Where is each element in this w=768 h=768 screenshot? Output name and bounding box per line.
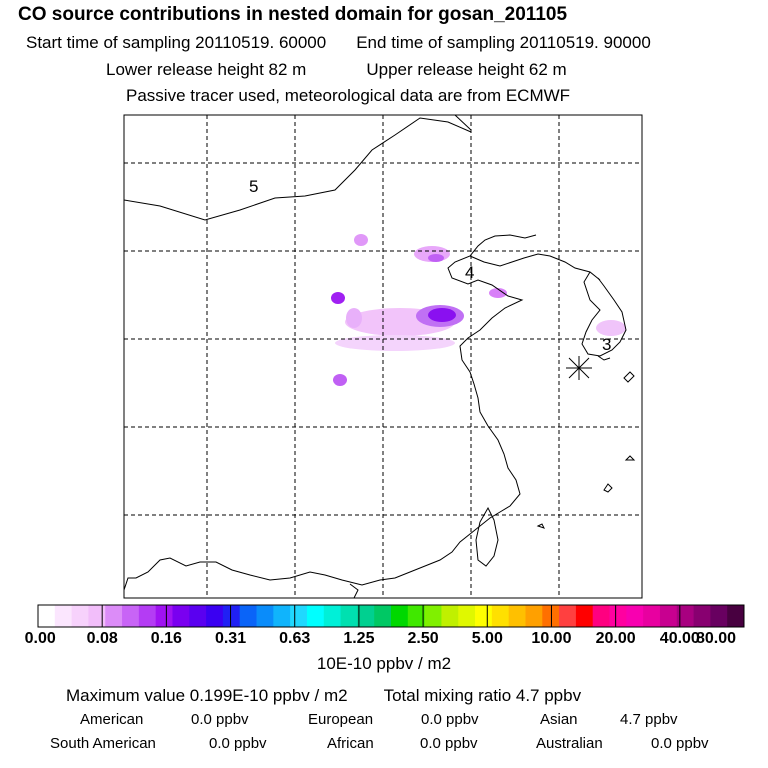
colorbar-swatch <box>88 605 106 627</box>
colorbar-swatch <box>323 605 341 627</box>
upper-release-height: Upper release height 62 m <box>366 60 567 79</box>
tracer-note: Passive tracer used, meteorological data… <box>126 86 571 105</box>
summary-line: Maximum value 0.199E-10 ppbv / m2 Total m… <box>66 686 581 706</box>
colorbar-swatch <box>374 605 392 627</box>
colorbar-swatch <box>155 605 173 627</box>
colorbar-swatch <box>122 605 140 627</box>
region-value-european: 0.0 ppbv <box>421 711 479 728</box>
colorbar-swatch <box>475 605 493 627</box>
colorbar-swatch <box>306 605 325 627</box>
region-label-4: 4 <box>465 263 474 282</box>
colorbar-swatch <box>273 605 291 627</box>
colorbar-swatch <box>710 605 728 627</box>
maximum-value: Maximum value 0.199E-10 ppbv / m2 <box>66 686 348 705</box>
colorbar-border <box>37 604 745 628</box>
colorbar <box>37 604 745 628</box>
colorbar-swatch <box>458 605 476 627</box>
receptor-star-icon <box>566 356 592 380</box>
colorbar-swatch <box>525 605 543 627</box>
region-label-3: 3 <box>602 335 611 354</box>
lower-release-height: Lower release height 82 m <box>106 60 307 79</box>
colorbar-swatch <box>693 605 711 627</box>
region-name-american: American <box>80 711 144 728</box>
total-mixing-ratio: Total mixing ratio 4.7 ppbv <box>383 686 582 705</box>
colorbar-tick-label: 5.00 <box>471 630 503 647</box>
colorbar-swatch <box>407 605 426 627</box>
figure-title: CO source contributions in nested domain… <box>18 4 568 25</box>
region-value-australian: 0.0 ppbv <box>651 735 709 752</box>
colorbar-swatch <box>424 605 442 627</box>
region-value-african: 0.0 ppbv <box>420 735 478 752</box>
colorbar-swatch <box>105 605 123 627</box>
colorbar-tick-label: 80.00 <box>695 630 737 647</box>
colorbar-tick-label: 0.63 <box>279 630 311 647</box>
colorbar-units: 10E-10 ppbv / m2 <box>316 654 452 673</box>
colorbar-swatch <box>592 605 610 627</box>
colorbar-swatch <box>508 605 526 627</box>
coastlines <box>124 115 636 598</box>
region-value-american: 0.0 ppbv <box>191 711 249 728</box>
colorbar-swatch <box>189 605 207 627</box>
colorbar-tick-label: 20.00 <box>595 630 636 647</box>
colorbar-tick-label: 0.00 <box>24 630 56 647</box>
region-name-european: European <box>308 711 374 728</box>
region-label-5: 5 <box>249 177 258 196</box>
start-time: Start time of sampling 20110519. 60000 <box>26 33 327 52</box>
colorbar-swatch <box>239 605 257 627</box>
colorbar-tick-label: 10.00 <box>531 630 572 647</box>
colorbar-swatch <box>71 605 89 627</box>
colorbar-tick-label: 0.16 <box>150 630 182 647</box>
colorbar-swatch <box>391 605 409 627</box>
colorbar-swatch <box>340 605 358 627</box>
colorbar-swatch <box>659 605 678 627</box>
sampling-times-line: Start time of sampling 20110519. 60000 En… <box>26 33 651 53</box>
colorbar-swatch <box>626 605 644 627</box>
colorbar-tick-label: 1.25 <box>343 630 375 647</box>
colorbar-swatch <box>727 605 745 627</box>
colorbar-swatch <box>542 605 560 627</box>
colorbar-tick-label: 40.00 <box>659 630 700 647</box>
lat-lon-grid <box>124 115 642 598</box>
region-name-asian: Asian <box>540 711 578 728</box>
colorbar-swatch <box>575 605 594 627</box>
colorbar-swatch <box>222 605 241 627</box>
colorbar-swatch <box>491 605 510 627</box>
release-heights-line: Lower release height 82 m Upper release h… <box>106 60 567 80</box>
colorbar-tick-label: 0.08 <box>86 630 118 647</box>
region-name-australian: Australian <box>536 735 603 752</box>
colorbar-swatch <box>138 605 157 627</box>
colorbar-swatch <box>290 605 308 627</box>
colorbar-swatch <box>38 605 56 627</box>
colorbar-swatch <box>172 605 190 627</box>
region-name-south-american: South American <box>50 735 156 752</box>
region-name-african: African <box>327 735 374 752</box>
colorbar-swatch <box>54 605 73 627</box>
colorbar-tick-label: 2.50 <box>407 630 439 647</box>
colorbar-swatch <box>609 605 627 627</box>
colorbar-swatch <box>256 605 274 627</box>
colorbar-swatch <box>206 605 224 627</box>
colorbar-tick-label: 0.31 <box>214 630 247 647</box>
region-value-asian: 4.7 ppbv <box>620 711 678 728</box>
colorbar-swatch <box>357 605 375 627</box>
region-value-south-american: 0.0 ppbv <box>209 735 267 752</box>
end-time: End time of sampling 20110519. 90000 <box>356 33 651 52</box>
colorbar-swatch <box>559 605 577 627</box>
colorbar-swatch <box>676 605 694 627</box>
colorbar-swatch <box>441 605 459 627</box>
colorbar-swatch <box>643 605 661 627</box>
